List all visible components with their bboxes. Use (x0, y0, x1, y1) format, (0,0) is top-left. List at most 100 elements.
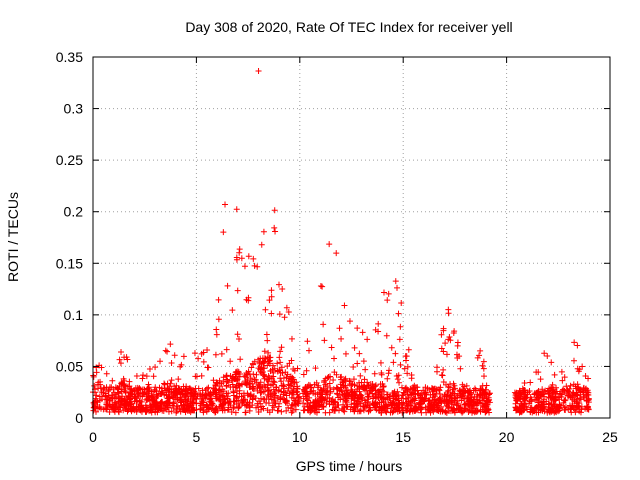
data-point (395, 395, 402, 402)
data-point (340, 401, 347, 408)
data-point (360, 358, 367, 365)
data-point (213, 331, 220, 338)
data-point (129, 406, 136, 413)
data-point (377, 386, 384, 393)
data-point (480, 373, 487, 380)
data-point (205, 364, 212, 371)
data-point (280, 391, 287, 398)
data-point (268, 293, 275, 300)
y-tick-label: 0.1 (64, 307, 84, 323)
data-point (321, 377, 328, 384)
data-point (333, 250, 340, 257)
data-point (380, 383, 387, 390)
data-point (268, 375, 275, 382)
data-point (255, 67, 262, 74)
data-point (278, 408, 285, 415)
plot-frame (92, 56, 611, 419)
data-point (380, 289, 387, 296)
data-point (295, 395, 302, 402)
data-point (258, 241, 265, 248)
data-point (339, 379, 346, 386)
data-point (455, 402, 462, 409)
data-point (144, 395, 151, 402)
data-point (426, 397, 433, 404)
data-point (351, 344, 358, 351)
data-point (328, 344, 335, 351)
data-point (373, 406, 380, 413)
data-point (278, 344, 285, 351)
data-point (272, 228, 279, 235)
data-point (145, 381, 152, 388)
data-point (238, 400, 245, 407)
data-point (223, 346, 230, 353)
data-point (230, 388, 237, 395)
data-point (364, 336, 371, 343)
data-point (516, 404, 523, 411)
data-point (408, 372, 415, 378)
data-point (200, 396, 207, 403)
data-point (200, 407, 207, 414)
data-point (423, 391, 430, 398)
data-point (392, 350, 399, 357)
data-point (552, 397, 559, 404)
x-tick-label: 10 (292, 429, 308, 445)
data-point (162, 405, 169, 412)
data-point (433, 390, 440, 397)
data-point (375, 320, 382, 327)
data-point (354, 394, 361, 401)
data-point (369, 384, 376, 391)
data-point (212, 409, 219, 416)
data-point (355, 395, 362, 402)
data-point (229, 307, 236, 314)
data-point (178, 399, 185, 406)
data-point (533, 369, 540, 376)
data-point (396, 399, 403, 406)
data-point (219, 405, 226, 412)
data-point (123, 395, 130, 402)
data-point (382, 402, 389, 409)
data-point (561, 397, 568, 404)
data-point (117, 404, 124, 411)
data-point (411, 400, 418, 407)
data-point (466, 389, 473, 396)
data-point (541, 393, 548, 400)
data-point (113, 393, 120, 400)
data-point (454, 342, 461, 349)
data-point (277, 359, 284, 366)
data-point (332, 398, 339, 405)
data-point (253, 371, 260, 378)
data-point (563, 383, 570, 390)
data-point (383, 391, 390, 398)
data-point (164, 398, 171, 405)
chart-title: Day 308 of 2020, Rate Of TEC Index for r… (185, 19, 512, 35)
data-point (289, 407, 296, 414)
data-point (561, 387, 568, 394)
data-point (237, 356, 244, 363)
data-point (371, 370, 378, 377)
data-point (375, 389, 382, 396)
data-point (109, 377, 116, 384)
data-point (235, 369, 242, 376)
data-point (407, 385, 414, 392)
data-point (190, 396, 197, 403)
data-point (483, 402, 490, 409)
data-point (577, 391, 584, 398)
data-point (428, 385, 435, 392)
data-point (392, 278, 399, 285)
data-point (118, 348, 125, 355)
data-point (200, 358, 207, 365)
data-point (117, 360, 124, 367)
data-point (584, 387, 591, 394)
data-point (283, 407, 290, 414)
y-tick-label: 0.2 (64, 204, 84, 220)
data-point (580, 389, 587, 396)
data-point (518, 407, 525, 414)
data-point (518, 400, 525, 407)
data-point (417, 394, 424, 401)
data-point (303, 367, 310, 374)
data-point (205, 384, 212, 391)
data-point (168, 408, 175, 415)
data-point (233, 395, 240, 402)
data-point (377, 359, 384, 366)
